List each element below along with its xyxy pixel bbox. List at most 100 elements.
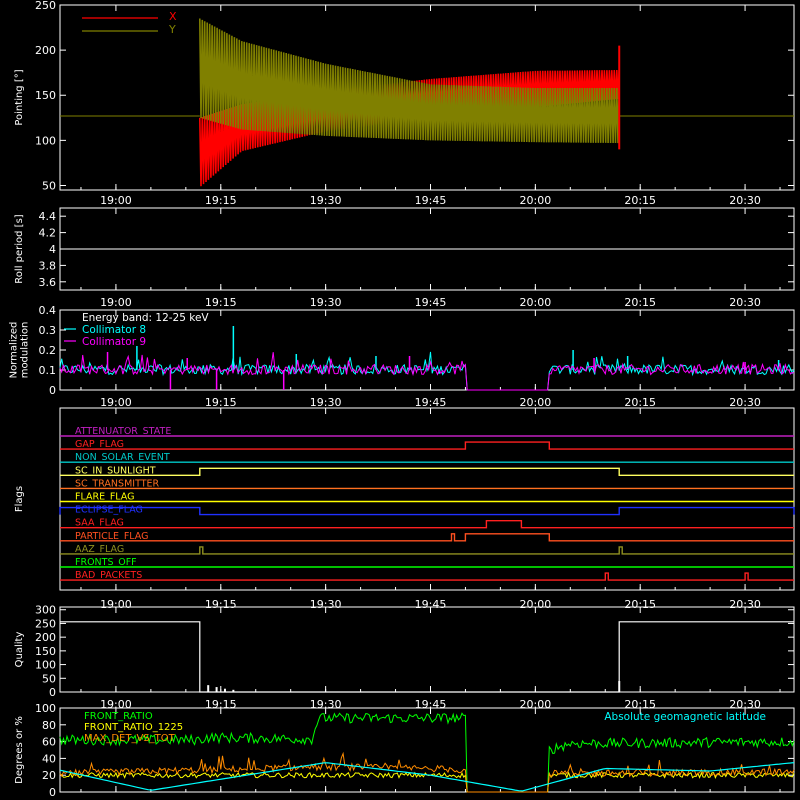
y-tick-label: 0 — [49, 686, 56, 699]
legend-label: Collimator 9 — [82, 336, 146, 348]
flag-label: SC_IN_SUNLIGHT — [75, 465, 156, 476]
flag-label: NON_SOLAR_EVENT — [75, 452, 170, 463]
energy-band-annotation: Energy band: 12-25 keV — [82, 312, 209, 324]
x-tick-label: 20:15 — [624, 296, 656, 309]
x-tick-label: 19:00 — [100, 598, 132, 611]
flag-trace — [60, 546, 794, 555]
panel-2: 19:00 19:15 19:30 19:45 20:00 20:15 20:30 3.6 3.… — [14, 207, 795, 309]
x-tick-label: 19:45 — [415, 598, 447, 611]
y-tick-label: 4.2 — [39, 227, 57, 240]
y-tick-label: 150 — [35, 645, 56, 658]
y-tick-label: 4.4 — [39, 210, 57, 223]
flag-label: BAD_PACKETS — [75, 570, 142, 581]
y-tick-label: 3.8 — [39, 259, 57, 272]
panel-4: 19:00 19:15 19:30 19:45 20:00 20:15 20:30 Flags… — [14, 407, 795, 611]
y-tick-label: 250 — [35, 617, 56, 630]
flag-trace — [60, 441, 794, 450]
x-tick-label: 19:15 — [205, 598, 237, 611]
y-axis-label: Roll period [s] — [14, 214, 25, 283]
y-tick-label: 150 — [35, 89, 56, 102]
x-tick-label: 20:30 — [729, 296, 761, 309]
flag-label: SAA_FLAG — [75, 518, 124, 529]
panel-6: 0 20 40 60 80 100 Degrees or % FRONT_RATIOFRONT… — [14, 702, 795, 799]
y-axis-label: Normalized — [9, 322, 20, 379]
y-tick-label: 0 — [49, 786, 56, 799]
series-y-line — [199, 18, 620, 144]
series-front-ratio-1225-line — [59, 771, 795, 793]
flag-label: GAP_FLAG — [75, 439, 124, 450]
series-front-ratio-line — [59, 712, 795, 793]
y-tick-label: 60 — [42, 736, 56, 749]
y-tick-label: 100 — [35, 659, 56, 672]
flag-label: FLARE_FLAG — [75, 492, 135, 503]
quality-line — [60, 621, 794, 693]
flag-trace — [60, 520, 794, 529]
y-axis-label: Quality — [14, 632, 25, 668]
flag-trace — [60, 533, 794, 542]
plot-frame — [59, 407, 795, 591]
x-tick-label: 20:30 — [729, 598, 761, 611]
x-tick-label: 20:15 — [624, 194, 656, 207]
flag-label: PARTICLE_FLAG — [75, 531, 148, 542]
x-tick-label: 20:15 — [624, 396, 656, 409]
series-0-line — [59, 351, 795, 391]
y-tick-label: 300 — [35, 604, 56, 617]
x-tick-label: 20:30 — [729, 396, 761, 409]
flag-trace — [60, 572, 794, 581]
x-tick-label: 19:00 — [100, 194, 132, 207]
y-tick-label: 250 — [35, 0, 56, 12]
flag-label: AAZ_FLAG — [75, 544, 124, 555]
legend-label: Collimator 8 — [82, 324, 146, 336]
x-tick-label: 19:15 — [205, 194, 237, 207]
latitude-annotation: Absolute geomagnetic latitude — [604, 711, 766, 723]
flag-label: ATTENUATOR_STATE — [75, 426, 171, 437]
flag-label: ECLIPSE_FLAG — [75, 505, 143, 516]
x-tick-label: 20:30 — [729, 194, 761, 207]
plot-frame — [59, 707, 795, 793]
flag-trace — [59, 506, 795, 516]
legend-label: MAX_DET_VS_TOT — [84, 733, 176, 744]
x-tick-label: 19:15 — [205, 396, 237, 409]
x-tick-label: 19:00 — [100, 296, 132, 309]
x-tick-label: 19:45 — [415, 296, 447, 309]
flag-label: SC_TRANSMITTER — [75, 478, 160, 489]
flag-trace — [60, 467, 794, 476]
panel-1: 19:00 19:15 19:30 19:45 20:00 20:15 20:30 50 100… — [14, 0, 795, 207]
y-axis-label: modulation — [20, 322, 31, 379]
legend-label: FRONT_RATIO — [84, 711, 153, 722]
x-tick-label: 20:00 — [520, 296, 552, 309]
x-tick-label: 20:00 — [520, 598, 552, 611]
flag-label: FRONTS_OFF — [75, 557, 137, 568]
y-tick-label: 0.2 — [39, 344, 57, 357]
x-tick-label: 19:00 — [100, 396, 132, 409]
x-tick-label: 19:30 — [310, 194, 342, 207]
y-axis-label: Pointing [°] — [14, 69, 25, 125]
y-tick-label: 100 — [35, 702, 56, 715]
y-tick-label: 50 — [42, 179, 56, 192]
y-axis-label: Flags — [14, 486, 25, 512]
legend-label: Y — [168, 23, 176, 36]
y-tick-label: 100 — [35, 134, 56, 147]
y-tick-label: 0 — [49, 384, 56, 397]
y-tick-label: 40 — [42, 752, 56, 765]
x-tick-label: 20:15 — [624, 598, 656, 611]
y-tick-label: 0.1 — [39, 364, 57, 377]
y-tick-label: 200 — [35, 631, 56, 644]
x-tick-label: 20:00 — [520, 396, 552, 409]
plot-frame — [59, 606, 795, 693]
y-tick-label: 50 — [42, 672, 56, 685]
series-max-det-vs-tot-line — [59, 751, 795, 793]
panel-5: 19:00 19:15 19:30 19:45 20:00 20:15 20:3005010… — [14, 604, 795, 711]
y-tick-label: 4 — [49, 243, 56, 256]
y-tick-label: 80 — [42, 719, 56, 732]
series-1-line — [59, 352, 795, 391]
plot-frame — [59, 4, 795, 191]
y-tick-label: 0.4 — [39, 304, 57, 317]
legend-label: X — [169, 10, 177, 23]
y-tick-label: 0.3 — [39, 324, 57, 337]
y-tick-label: 20 — [42, 769, 56, 782]
x-tick-label: 19:30 — [310, 296, 342, 309]
x-tick-label: 19:15 — [205, 296, 237, 309]
series-absolute-geomagnetic-latitude-line — [59, 762, 795, 792]
